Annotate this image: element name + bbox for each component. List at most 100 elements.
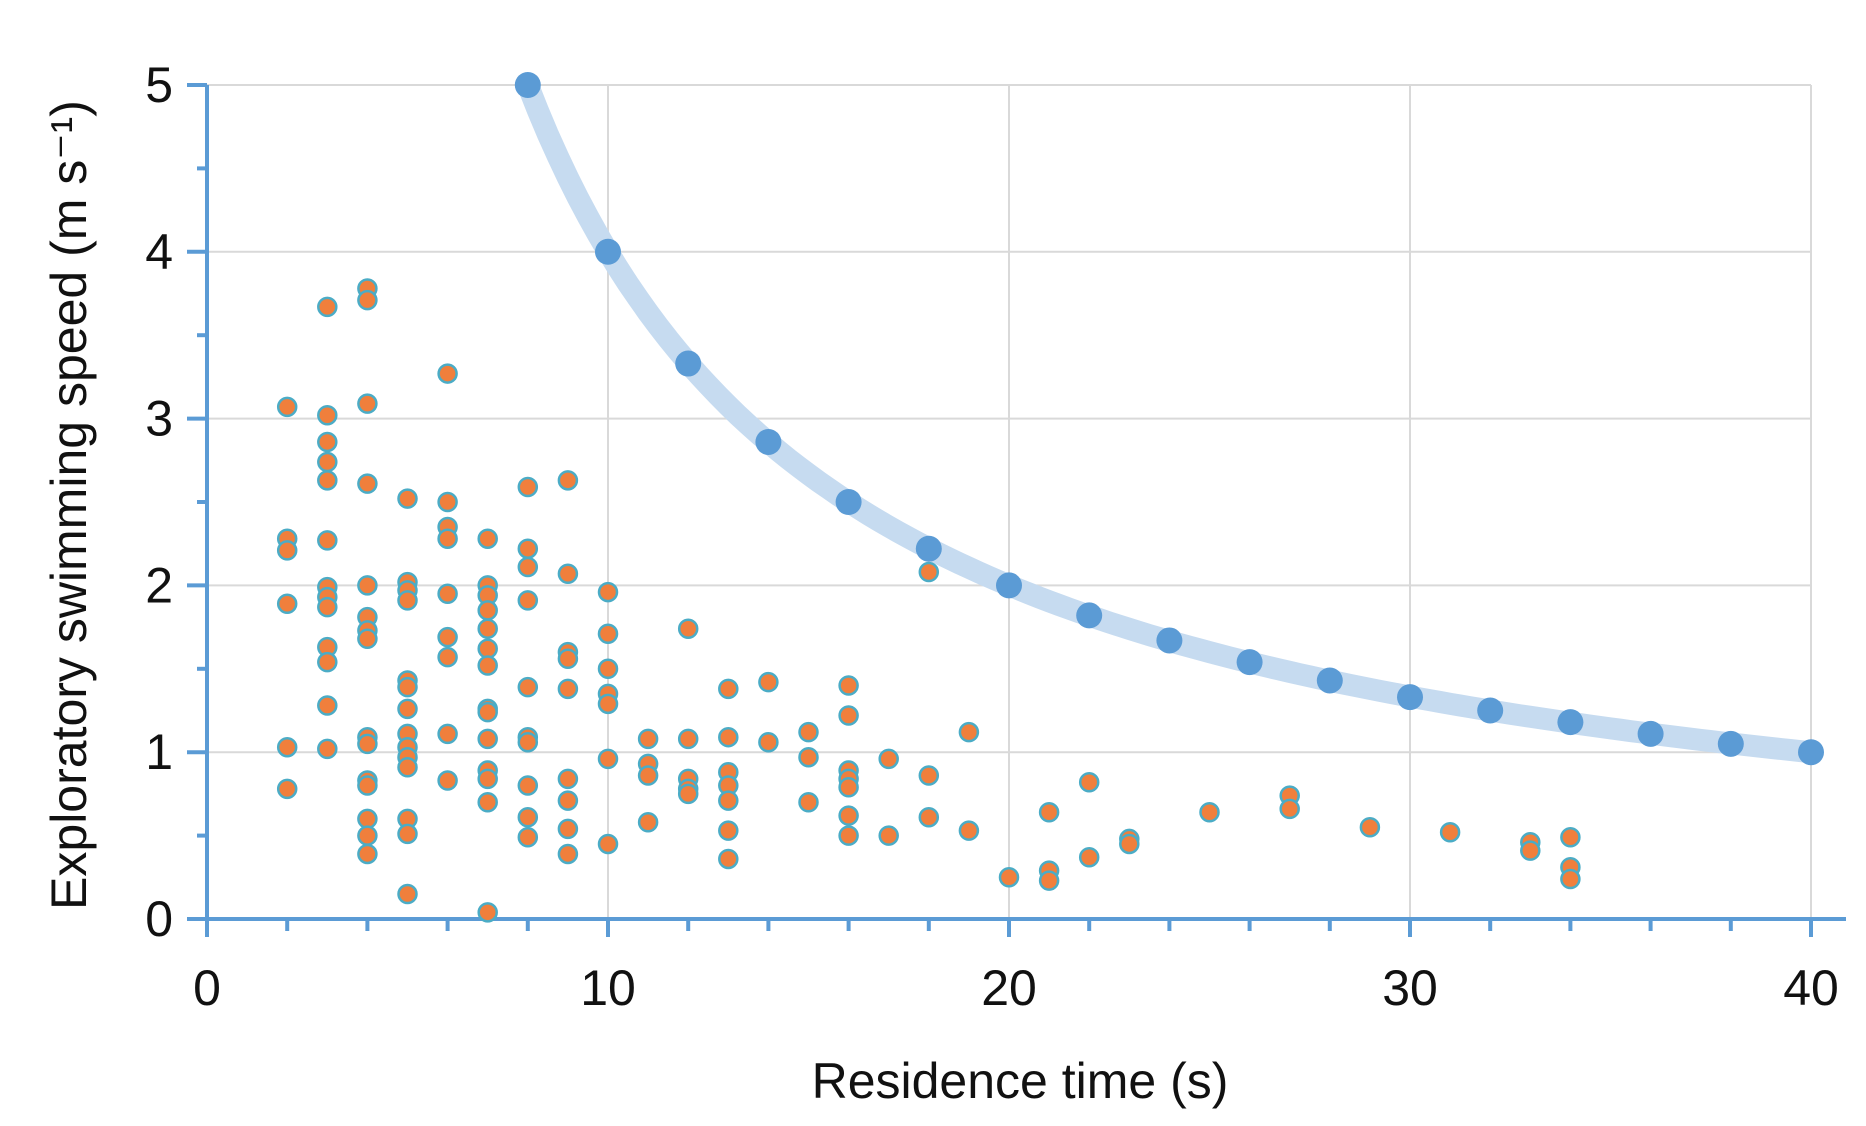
observed-point [357, 393, 378, 414]
y-tick-label: 2 [145, 557, 173, 613]
observed-point [276, 778, 298, 800]
observed-point [437, 528, 458, 549]
observed-point [1119, 833, 1140, 855]
observed-point [758, 671, 779, 693]
observed-point [1038, 801, 1060, 823]
observed-point [477, 638, 498, 660]
observed-point [437, 626, 458, 648]
observed-point [1199, 801, 1220, 823]
limit-point [1156, 627, 1183, 654]
observed-point [677, 783, 699, 805]
observed-point [838, 776, 859, 798]
observed-point [677, 728, 699, 750]
observed-point [998, 867, 1020, 888]
observed-point [517, 676, 539, 698]
observed-point [758, 731, 779, 753]
observed-point [557, 768, 579, 790]
observed-point [437, 770, 458, 791]
observed-point [798, 791, 819, 813]
observed-point [557, 678, 579, 700]
observed-point [677, 618, 699, 640]
observed-point [317, 470, 338, 491]
observed-point [397, 823, 418, 845]
observed-point [1359, 817, 1381, 838]
observed-point [838, 805, 859, 826]
observed-point [637, 765, 659, 786]
observed-point [557, 818, 579, 840]
limit-point [675, 350, 702, 377]
limit-point [1316, 667, 1343, 694]
observed-point [517, 476, 539, 498]
limit-point [1637, 720, 1664, 747]
observed-point [557, 843, 579, 865]
observed-point [597, 748, 619, 770]
observed-point [597, 658, 619, 680]
observed-point [397, 883, 418, 905]
observed-point [357, 825, 378, 846]
observed-point [517, 775, 539, 796]
observed-point [597, 833, 619, 855]
observed-point [357, 843, 378, 865]
observed-point [477, 701, 498, 723]
y-tick-label: 4 [145, 224, 173, 280]
observed-point [798, 721, 819, 743]
observed-point [878, 748, 899, 770]
observed-point [357, 733, 378, 755]
y-tick-label: 5 [145, 57, 173, 113]
observed-point [357, 775, 378, 796]
observed-point [517, 538, 539, 559]
observed-point [557, 563, 579, 584]
observed-point [517, 807, 539, 828]
observed-point [517, 590, 539, 611]
x-tick-label: 40 [1783, 960, 1839, 1016]
limit-point [1236, 649, 1263, 676]
observed-point [718, 848, 739, 870]
observed-point [477, 902, 498, 923]
y-tick-label: 0 [145, 891, 173, 947]
observed-point [317, 651, 338, 673]
observed-point [517, 731, 539, 753]
observed-point [1279, 798, 1300, 820]
x-tick-label: 30 [1382, 960, 1438, 1016]
observed-point [517, 827, 539, 848]
observed-point [397, 756, 418, 778]
observed-point [477, 768, 498, 790]
observed-point [357, 575, 378, 596]
limit-point [1477, 697, 1504, 724]
observed-point [437, 363, 458, 384]
observed-point [357, 808, 378, 830]
observed-point [718, 678, 739, 700]
observed-point [317, 405, 338, 426]
observed-point [1560, 827, 1581, 848]
observed-point [517, 556, 539, 578]
y-axis-title: Exploratory swimming speed (m s⁻¹) [41, 100, 97, 910]
observed-point [397, 698, 418, 720]
limit-point [915, 535, 942, 562]
observed-point [597, 693, 619, 715]
observed-point [317, 431, 338, 453]
observed-point [397, 590, 418, 611]
limit-point [1717, 730, 1744, 757]
limit-point [514, 72, 541, 98]
observed-point [918, 807, 940, 828]
observed-point [1078, 847, 1100, 868]
observed-point [958, 820, 980, 841]
observed-point [838, 675, 859, 696]
observed-point [1560, 868, 1581, 890]
observed-point [597, 623, 619, 645]
observed-point [918, 765, 940, 786]
observed-point [838, 825, 859, 846]
observed-point [317, 530, 338, 551]
observed-point [718, 820, 739, 841]
observed-point [437, 491, 458, 513]
observed-point [477, 728, 498, 750]
x-tick-label: 10 [580, 960, 636, 1016]
observed-points [276, 278, 1581, 923]
observed-point [838, 705, 859, 726]
observed-point [958, 721, 980, 743]
limit-point [1798, 739, 1824, 766]
observed-point [798, 746, 819, 768]
observed-point [597, 581, 619, 603]
observed-point [718, 726, 739, 748]
